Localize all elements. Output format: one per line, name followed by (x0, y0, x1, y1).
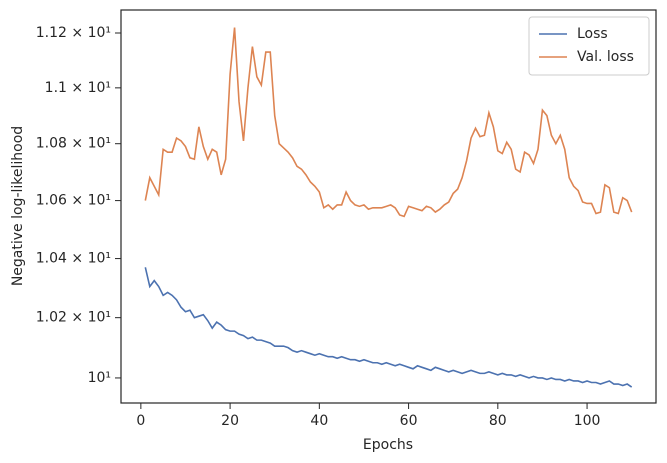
x-axis-label: Epochs (363, 437, 413, 453)
series-line (144, 27, 633, 218)
y-tick-label: 1.12 × 10¹ (36, 25, 111, 41)
y-tick-label: 1.06 × 10¹ (36, 193, 111, 209)
y-axis-label: Negative log-likelihood (10, 126, 26, 286)
y-tick-label: 10¹ (88, 370, 111, 386)
x-tick-label: 0 (136, 413, 145, 429)
x-tick-label: 40 (310, 413, 328, 429)
legend-label: Val. loss (577, 49, 634, 65)
x-tick-label: 60 (400, 413, 418, 429)
series-line (144, 267, 633, 388)
legend-box (528, 16, 650, 76)
x-tick-label: 100 (574, 413, 601, 429)
legend-label: Loss (577, 26, 608, 42)
plot-frame (120, 9, 657, 404)
y-tick-label: 1.08 × 10¹ (36, 136, 111, 152)
y-tick-label: 1.1 × 10¹ (45, 80, 111, 96)
x-tick-label: 20 (221, 413, 239, 429)
y-tick-label: 1.04 × 10¹ (36, 251, 111, 267)
y-tick-label: 1.02 × 10¹ (36, 310, 111, 326)
x-tick-label: 80 (489, 413, 507, 429)
